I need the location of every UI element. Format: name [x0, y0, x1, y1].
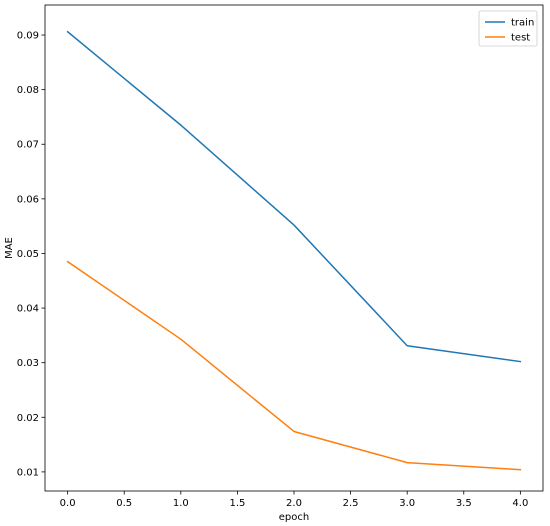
- series-layer: [66, 30, 522, 471]
- y-tick-label: 0.06: [17, 194, 39, 205]
- y-axis-label: MAE: [4, 237, 15, 259]
- legend-label-train: train: [511, 18, 534, 29]
- series-line-train: [66, 30, 522, 363]
- legend-label-test: test: [511, 33, 530, 44]
- y-tick-label: 0.01: [17, 467, 39, 478]
- x-tick-label: 1.5: [229, 498, 245, 509]
- y-tick-label: 0.08: [17, 85, 39, 96]
- x-tick-label: 2.0: [286, 498, 302, 509]
- y-tick-label: 0.07: [17, 140, 39, 151]
- x-tick-label: 3.5: [456, 498, 472, 509]
- x-tick-label: 2.5: [343, 498, 359, 509]
- y-tick-label: 0.03: [17, 358, 39, 369]
- x-tick-label: 0.5: [116, 498, 132, 509]
- y-tick-label: 0.09: [17, 31, 39, 42]
- x-tick-label: 0.0: [60, 498, 76, 509]
- y-tick-label: 0.05: [17, 249, 39, 260]
- y-tick-label: 0.04: [17, 304, 39, 315]
- ticks-layer: 0.0 0.5 1.0 1.5 2.0 2.5 3.0 3.5 4.0 0.01 0.02 0.03 0…: [17, 31, 529, 509]
- x-tick-label: 1.0: [173, 498, 189, 509]
- series-line-test: [66, 260, 522, 471]
- x-tick-label: 3.0: [399, 498, 415, 509]
- x-tick-label: 4.0: [512, 498, 528, 509]
- x-axis-label: epoch: [279, 512, 309, 523]
- legend: train test: [478, 10, 538, 47]
- plot-area-frame: [44, 4, 544, 492]
- y-tick-label: 0.02: [17, 413, 39, 424]
